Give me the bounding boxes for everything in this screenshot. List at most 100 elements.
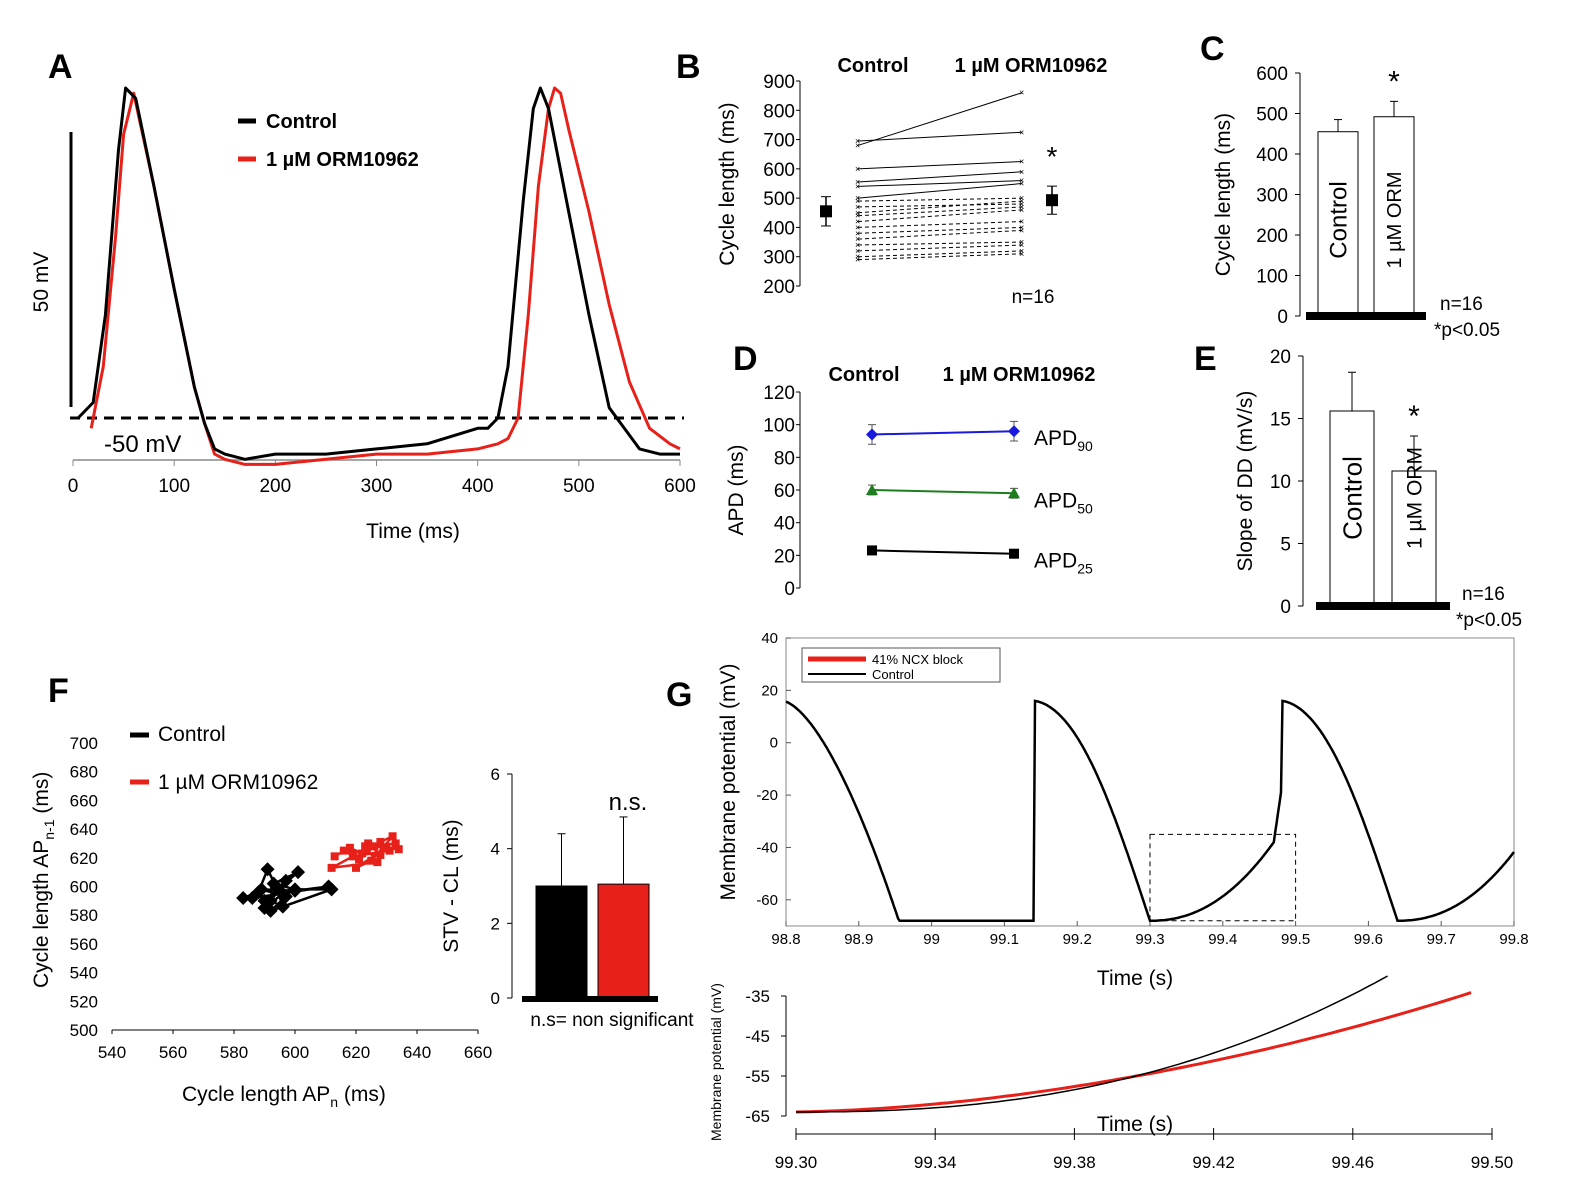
legend-label-orm: 1 µM ORM10962 — [158, 771, 318, 794]
x-tick-label: 0 — [68, 476, 79, 497]
y-tick-label: -55 — [745, 1067, 770, 1086]
paired-marker: × — [855, 181, 860, 191]
series-line-control — [785, 699, 1515, 923]
y-tick-label: 520 — [70, 992, 98, 1011]
paired-marker: × — [855, 246, 860, 256]
paired-marker: × — [855, 193, 860, 203]
x-tick-label: 580 — [220, 1043, 248, 1062]
zoom-box — [1149, 833, 1297, 922]
x-axis-label: Time (s) — [1097, 1113, 1173, 1136]
y-tick-label: 600 — [1256, 64, 1288, 85]
y-tick-label: 0 — [1277, 307, 1288, 328]
x-axis-label: Cycle length APn (ms) — [182, 1083, 386, 1110]
paired-line — [857, 92, 1023, 146]
x-tick-label: 99.34 — [914, 1153, 957, 1172]
y-tick-label: -60 — [756, 892, 778, 909]
marker-diamond — [291, 865, 306, 880]
panel-g: 98.8 98.9 99 99.1 99.2 99.3 99.4 99.5 99.6 99.7 99… — [708, 630, 1529, 1172]
y-tick-label: 600 — [70, 878, 98, 897]
series-line — [871, 489, 1015, 495]
y-tick-label: 500 — [1256, 105, 1288, 126]
paired-marker: × — [855, 164, 860, 174]
y-tick-label: 5 — [1280, 535, 1291, 556]
y-tick-label: 300 — [1256, 186, 1288, 207]
y-tick-label: 640 — [70, 820, 98, 839]
y-tick-label: -20 — [756, 787, 778, 804]
paired-marker: × — [1019, 202, 1024, 212]
x-tick-label: 400 — [462, 476, 494, 497]
series-line-control — [77, 86, 680, 461]
y-tick-label: 800 — [763, 101, 795, 122]
marker-diamond — [257, 901, 272, 916]
panel-label-d: D — [733, 340, 758, 378]
x-tick-label: 99.2 — [1063, 931, 1092, 948]
y-axis-label: Slope of DD (mV/s) — [1234, 391, 1257, 572]
panel-d: 0 20 40 60 80 100 120 APD (ms) Control 1 µM ORM10… — [725, 364, 1095, 600]
y-tick-label: 40 — [774, 514, 795, 535]
bar-label-control: Control — [1326, 181, 1353, 258]
x-tick-label: 560 — [159, 1043, 187, 1062]
paired-marker: × — [1019, 193, 1024, 203]
paired-marker: × — [1019, 249, 1024, 259]
y-tick-label: 20 — [774, 546, 795, 567]
paired-line — [857, 171, 1023, 183]
y-tick-label: 500 — [763, 189, 795, 210]
y-tick-label: 80 — [774, 448, 795, 469]
marker-square — [367, 856, 376, 865]
marker-square — [373, 858, 382, 867]
significance-label: n.s. — [609, 789, 648, 816]
marker-diamond — [257, 893, 272, 908]
y-tick-label: 620 — [70, 849, 98, 868]
y-tick-label: -45 — [745, 1027, 770, 1046]
x-tick-label: 99.50 — [1471, 1153, 1514, 1172]
x-tick-label: 99.6 — [1354, 931, 1383, 948]
y-tick-label: 2 — [491, 914, 500, 933]
bar-orm — [597, 883, 650, 999]
y-tick-label: 15 — [1270, 410, 1291, 431]
y-tick-label: 540 — [70, 964, 98, 983]
paired-marker: × — [855, 196, 860, 206]
y-tick-label: 560 — [70, 935, 98, 954]
marker-diamond — [278, 873, 293, 888]
y-tick-label: -40 — [756, 839, 778, 856]
significance-star: * — [1408, 400, 1420, 433]
series-line — [871, 430, 1015, 436]
y-tick-label: -65 — [745, 1107, 770, 1126]
plot-frame — [785, 637, 1515, 927]
legend-label-ncx: 41% NCX block — [872, 652, 964, 667]
marker-square — [376, 850, 385, 859]
paired-line — [857, 131, 1023, 142]
marker-triangle — [866, 484, 878, 495]
marker-square — [388, 832, 397, 841]
paired-line — [857, 226, 1023, 234]
marker-square — [358, 849, 367, 858]
y-tick-label: 120 — [763, 383, 795, 404]
group-label-orm: 1 µM ORM10962 — [955, 55, 1108, 77]
paired-line — [857, 221, 1023, 228]
paired-marker: × — [855, 240, 860, 250]
paired-marker: × — [855, 208, 860, 218]
x-tick-label: 99.1 — [990, 931, 1019, 948]
n-label: n=16 — [1462, 584, 1505, 605]
marker-square — [352, 863, 360, 872]
y-tick-label: 680 — [70, 763, 98, 782]
paired-line — [857, 180, 1023, 187]
panel-a: 50 mV -50 mV 0 100 200 300 400 500 600 Time (ms) C… — [30, 86, 696, 543]
y-tick-label: 40 — [761, 630, 778, 647]
y-axis-label: Cycle length (ms) — [1212, 113, 1235, 276]
bar-label-orm: 1 µM ORM — [1384, 171, 1406, 268]
marker-diamond — [236, 890, 251, 905]
y-tick-label: 400 — [1256, 145, 1288, 166]
paired-marker: × — [855, 202, 860, 212]
x-tick-label: 640 — [403, 1043, 431, 1062]
paired-line — [857, 206, 1023, 217]
baseline-bar — [1316, 602, 1450, 610]
marker-square — [348, 852, 357, 861]
bar-control — [535, 885, 588, 999]
x-tick-label: 99.4 — [1208, 931, 1237, 948]
y-axis-label: Membrane potential (mV) — [708, 983, 724, 1141]
n-label: n=16 — [1012, 287, 1055, 308]
panel-g-inset: 99.30 99.34 99.38 99.42 99.46 99.50 -35 -45 -55 -… — [708, 975, 1514, 1172]
y-tick-label: 200 — [763, 277, 795, 298]
marker-diamond — [245, 890, 260, 905]
